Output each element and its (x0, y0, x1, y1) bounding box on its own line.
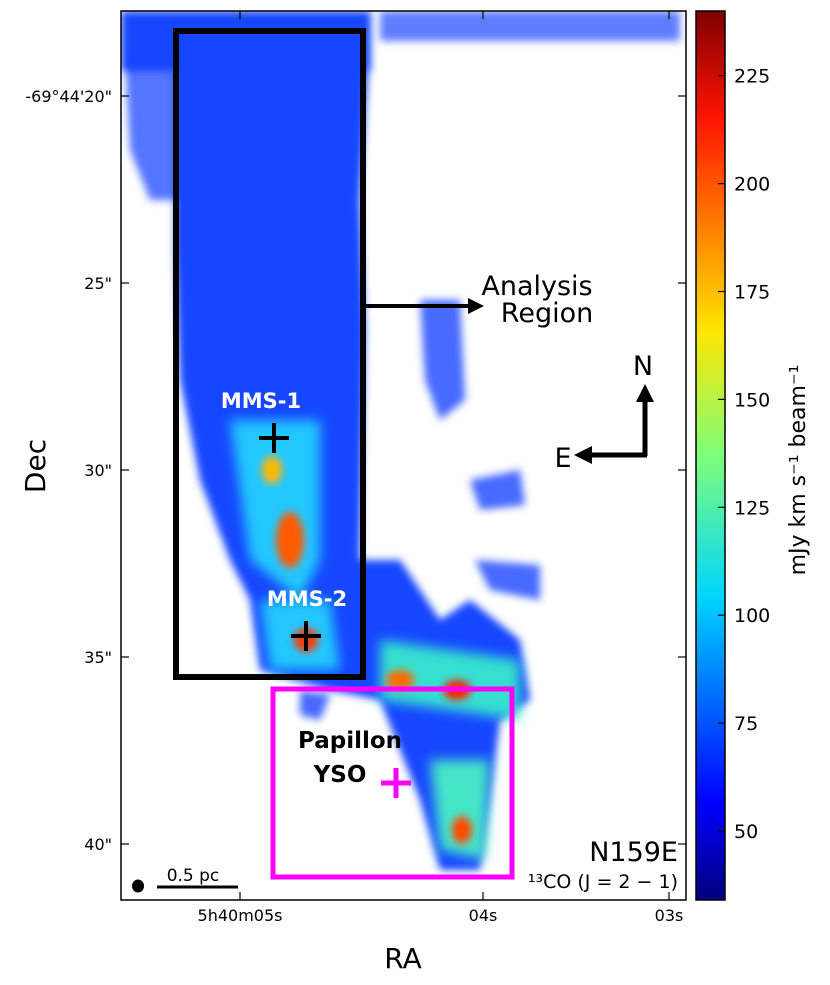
analysis-region-box (173, 28, 366, 680)
source-label-mms2: MMS-2 (267, 587, 347, 611)
colorbar-ticks: 50 75 100 125 150 175 200 225 (718, 66, 770, 843)
source-marker-mms1 (259, 423, 289, 453)
emission-map (121, 11, 680, 870)
colorbar-tick-label: 175 (734, 282, 770, 304)
x-tick-label: 03s (655, 906, 684, 925)
arrow-head (468, 298, 484, 314)
colorbar-tick-label: 125 (734, 497, 770, 519)
colorbar-tick-label: 50 (734, 821, 758, 843)
compass: N E (554, 351, 654, 474)
y-tick-label: -69°44'20" (25, 87, 112, 106)
analysis-region-label-line1: Analysis (481, 271, 592, 302)
papillon-label-line1: Papillon (298, 728, 402, 754)
y-tick-label: 25" (84, 274, 112, 293)
colorbar-tick-label: 200 (734, 174, 770, 196)
source-label-mms1: MMS-1 (221, 389, 301, 413)
colorbar-tick-label: 75 (734, 713, 758, 735)
beam-ellipse (132, 879, 144, 893)
colorbar (695, 10, 726, 901)
papillon-region-box (270, 686, 515, 880)
y-ticks: -69°44'20" 25" 30" 35" 40" (25, 87, 686, 854)
papillon-label-line2: YSO (313, 762, 367, 788)
y-axis-title: Dec (19, 439, 52, 493)
scalebar-label: 0.5 pc (167, 866, 220, 886)
colorbar-label: mJy km s⁻¹ beam⁻¹ (786, 365, 811, 576)
source-marker-mms2 (291, 621, 321, 651)
x-tick-label: 04s (469, 906, 498, 925)
colorbar-tick-label: 100 (734, 605, 770, 627)
x-tick-label: 5h40m05s (198, 906, 283, 925)
x-axis-title: RA (384, 942, 421, 975)
field-name-label: N159E (589, 837, 678, 868)
x-ticks: 5h40m05s 04s 03s (198, 11, 684, 925)
y-tick-label: 35" (84, 648, 112, 667)
plot-frame (120, 10, 687, 901)
colorbar-tick-label: 225 (734, 66, 770, 88)
compass-north-label: N (633, 351, 653, 382)
compass-east-label: E (554, 443, 571, 474)
analysis-region-label-line2: Region (501, 298, 593, 329)
y-tick-label: 30" (84, 461, 112, 480)
papillon-yso-marker (381, 768, 411, 798)
y-tick-label: 40" (84, 835, 112, 854)
line-label: ¹³CO (J = 2 − 1) (528, 871, 678, 893)
colorbar-tick-label: 150 (734, 389, 770, 411)
